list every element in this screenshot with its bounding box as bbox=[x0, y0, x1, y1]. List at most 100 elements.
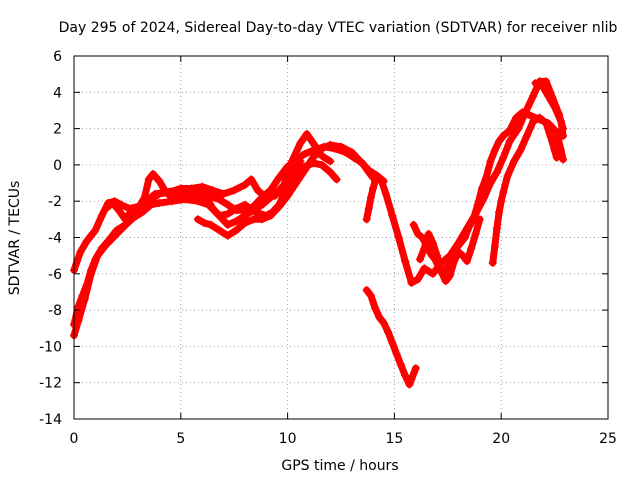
data-point bbox=[407, 278, 416, 287]
data-point bbox=[371, 304, 380, 313]
data-point bbox=[490, 242, 499, 251]
data-point bbox=[497, 197, 506, 206]
data-point bbox=[149, 170, 157, 178]
data-point bbox=[181, 191, 190, 200]
data-point bbox=[522, 131, 531, 140]
data-point bbox=[445, 271, 454, 280]
data-point bbox=[270, 191, 279, 200]
data-point bbox=[230, 186, 239, 195]
data-point bbox=[283, 191, 292, 200]
data-point bbox=[300, 150, 309, 158]
data-point bbox=[223, 209, 232, 218]
data-point bbox=[275, 202, 284, 211]
data-point bbox=[542, 77, 551, 86]
series-trace-6 bbox=[362, 177, 380, 224]
data-point bbox=[296, 157, 305, 166]
data-point bbox=[290, 166, 298, 175]
data-point bbox=[168, 193, 177, 202]
data-point bbox=[266, 186, 275, 195]
data-point bbox=[428, 269, 437, 278]
data-point bbox=[240, 180, 249, 189]
x-tick-label: 25 bbox=[599, 431, 617, 447]
data-point bbox=[198, 195, 207, 204]
data-point bbox=[546, 131, 555, 140]
data-point bbox=[364, 166, 373, 175]
data-point bbox=[317, 160, 326, 169]
x-tick-label: 10 bbox=[279, 431, 297, 447]
data-point bbox=[155, 199, 164, 207]
data-point bbox=[535, 113, 544, 122]
data-point bbox=[379, 318, 388, 327]
data-point bbox=[559, 131, 568, 140]
data-point bbox=[240, 200, 249, 209]
y-axis-label: SDTVAR / TECUs bbox=[7, 181, 23, 296]
x-tick-label: 0 bbox=[70, 431, 79, 447]
y-tick-label: -8 bbox=[48, 303, 62, 319]
y-tick-label: 2 bbox=[53, 122, 62, 138]
data-point bbox=[492, 168, 501, 177]
data-point bbox=[407, 375, 416, 384]
data-point bbox=[198, 182, 207, 191]
data-point bbox=[495, 208, 504, 217]
data-point bbox=[392, 349, 401, 358]
data-point bbox=[251, 208, 260, 217]
y-tick-label: -10 bbox=[39, 339, 62, 355]
data-point bbox=[499, 153, 508, 162]
data-point bbox=[114, 206, 123, 215]
data-point bbox=[384, 327, 392, 336]
data-point bbox=[537, 81, 546, 89]
data-point bbox=[232, 204, 241, 213]
data-point bbox=[441, 277, 450, 286]
data-point bbox=[161, 188, 170, 197]
data-point bbox=[102, 240, 110, 249]
data-point bbox=[420, 264, 429, 273]
data-point bbox=[463, 257, 471, 266]
series-trace-9 bbox=[416, 215, 484, 286]
data-point bbox=[557, 117, 565, 126]
data-point bbox=[488, 258, 497, 267]
data-point bbox=[347, 148, 356, 157]
data-point bbox=[375, 313, 384, 322]
data-point bbox=[559, 155, 568, 164]
data-point bbox=[362, 215, 371, 224]
data-point bbox=[454, 248, 463, 256]
data-point bbox=[371, 177, 380, 186]
data-point bbox=[420, 244, 429, 253]
data-point bbox=[292, 179, 301, 187]
data-point bbox=[512, 113, 521, 122]
data-point bbox=[450, 257, 459, 266]
data-point bbox=[144, 175, 153, 184]
data-point bbox=[232, 217, 241, 226]
data-point bbox=[155, 189, 164, 198]
data-point bbox=[518, 108, 527, 117]
data-point bbox=[486, 157, 495, 166]
data-point bbox=[258, 215, 266, 224]
data-point bbox=[80, 295, 89, 304]
data-point bbox=[433, 251, 442, 260]
data-point bbox=[275, 173, 284, 182]
data-point bbox=[108, 199, 117, 207]
data-point bbox=[309, 153, 318, 162]
data-point bbox=[91, 226, 100, 235]
data-point bbox=[223, 200, 232, 209]
data-point bbox=[204, 197, 213, 206]
data-point bbox=[401, 371, 410, 380]
data-point bbox=[296, 139, 305, 148]
data-point bbox=[82, 237, 91, 246]
data-point bbox=[514, 124, 523, 133]
x-tick-label: 20 bbox=[492, 431, 510, 447]
data-point bbox=[74, 317, 83, 325]
data-point bbox=[505, 126, 514, 135]
data-point bbox=[240, 219, 249, 227]
data-point bbox=[87, 269, 96, 278]
data-point bbox=[189, 193, 198, 202]
data-point bbox=[223, 231, 232, 240]
data-point bbox=[503, 171, 512, 180]
data-point bbox=[413, 275, 422, 284]
data-point bbox=[460, 233, 469, 242]
series-trace-11 bbox=[531, 79, 568, 140]
data-point bbox=[456, 238, 465, 247]
data-point bbox=[411, 364, 420, 373]
data-point bbox=[140, 193, 149, 202]
data-point bbox=[258, 200, 266, 209]
